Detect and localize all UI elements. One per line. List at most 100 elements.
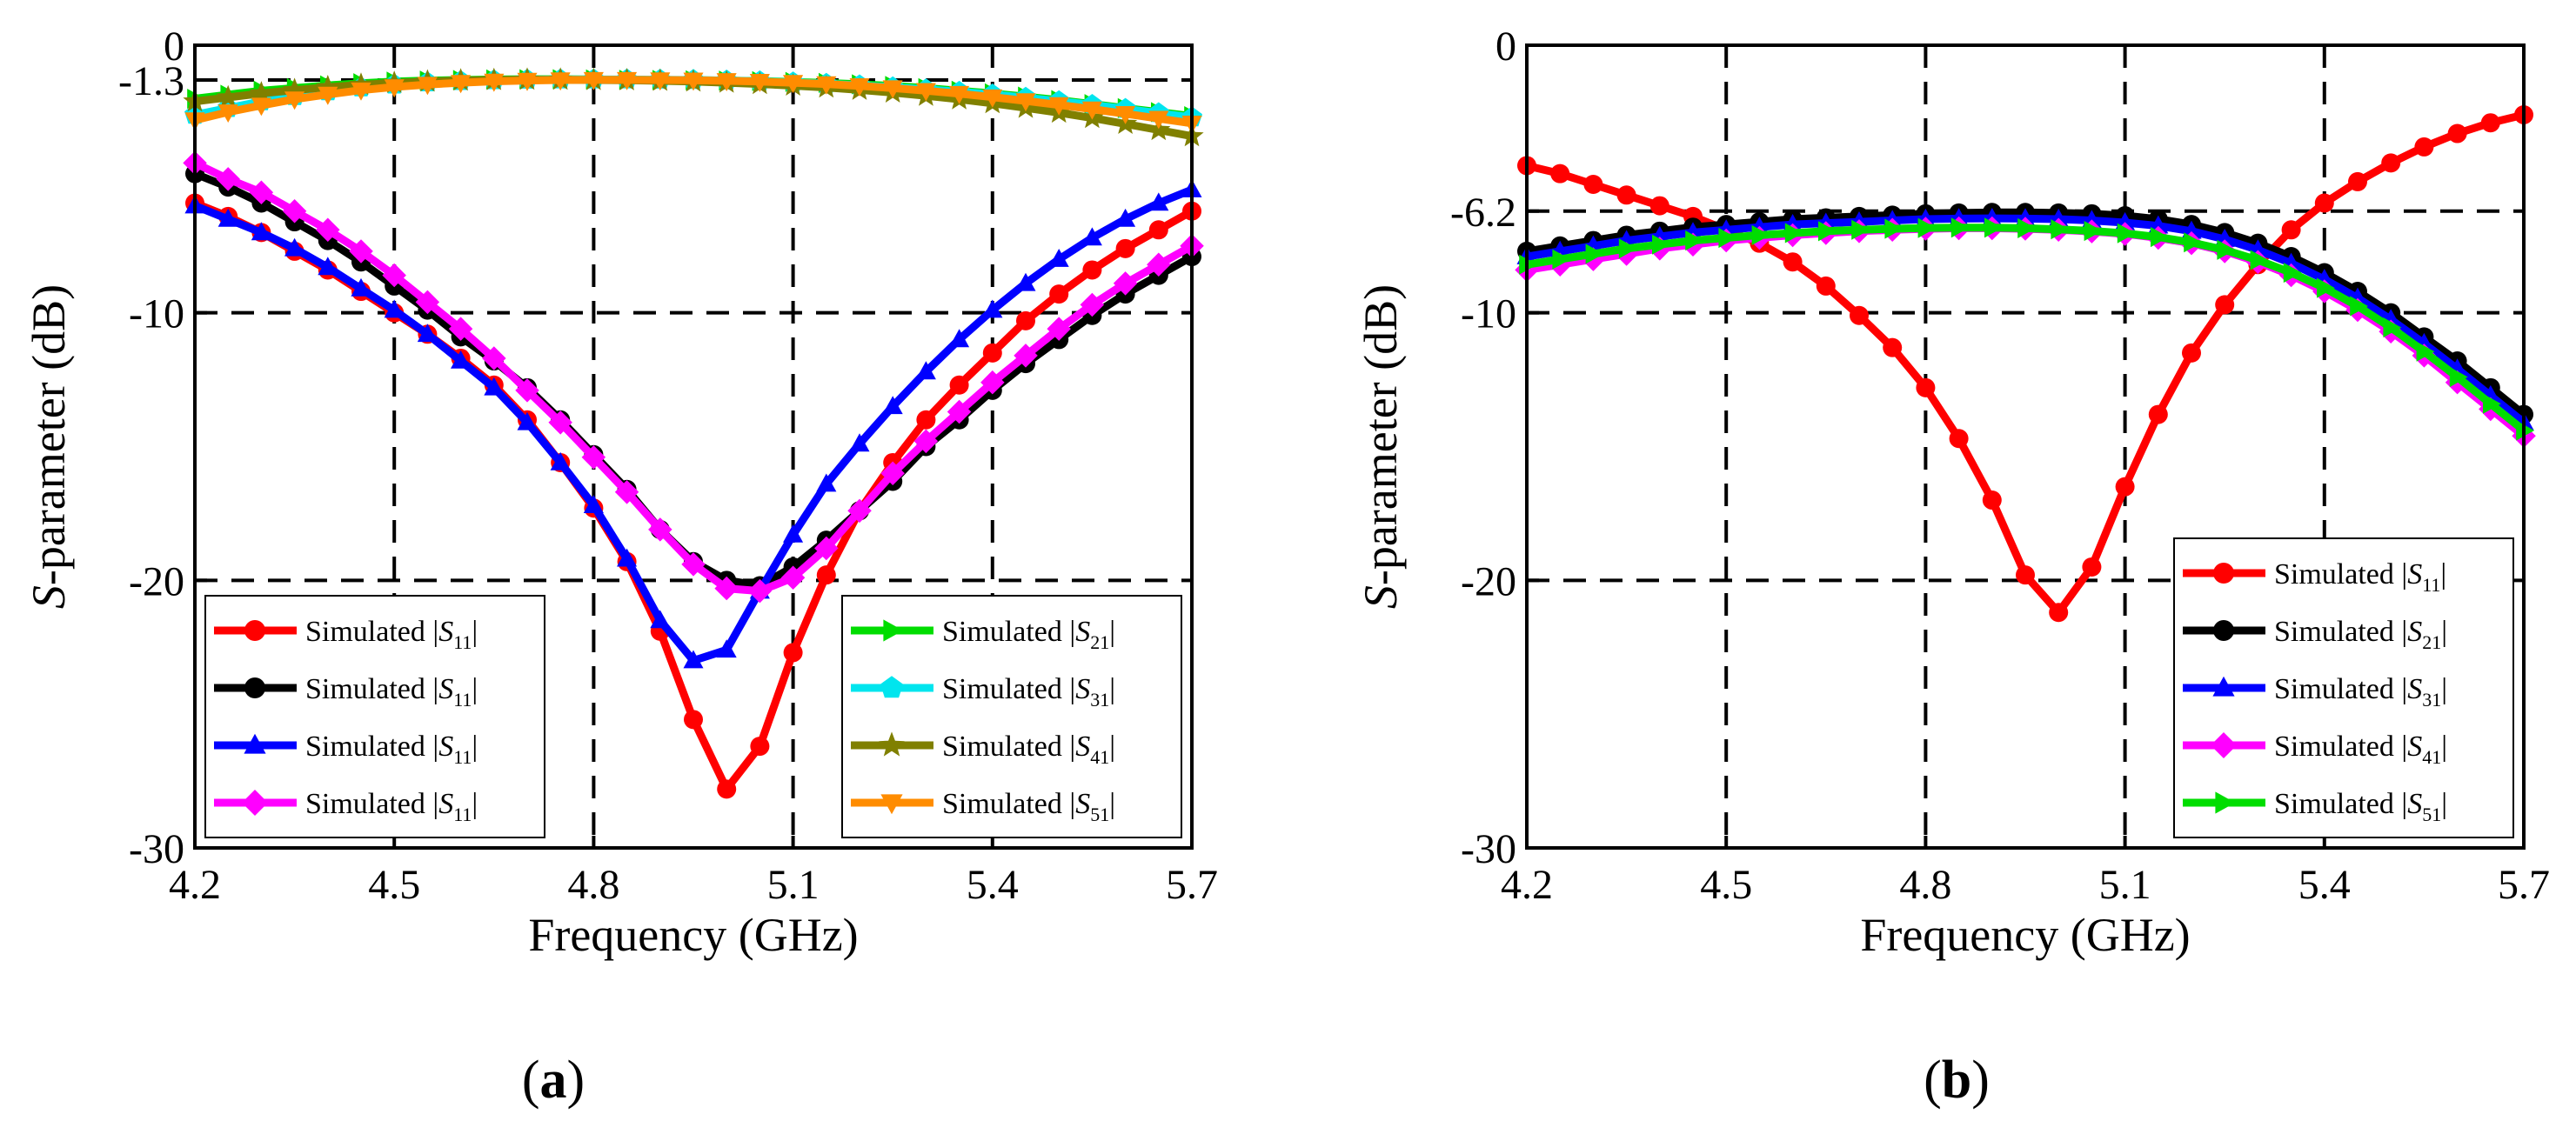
- data-point: [2480, 113, 2500, 133]
- x-tick-label: 5.7: [1166, 862, 1218, 908]
- legend-label-suffix: |: [1109, 673, 1115, 705]
- data-point: [384, 299, 405, 318]
- data-point: [716, 73, 737, 91]
- legend-label-symbol: S: [438, 616, 453, 648]
- legend-label-suffix: |: [2440, 558, 2446, 591]
- legend-label: Simulated |S11|: [305, 788, 478, 825]
- legend-entry: Simulated |S21|: [851, 616, 1115, 653]
- data-point: [2182, 343, 2201, 363]
- legend-label-symbol: S: [2407, 788, 2422, 820]
- data-point: [1082, 260, 1102, 280]
- panel-b: 4.2 4.5 4.8 5.1 5.4 5.7 -30 -20 -10 -6.2 0 Frequenc…: [1355, 23, 2550, 961]
- legend-marker: [2215, 791, 2236, 814]
- legend-marker: [2211, 732, 2237, 758]
- legend-label-symbol: S: [1075, 731, 1090, 763]
- legend-marker: [242, 790, 268, 816]
- x-tick-label: 4.5: [368, 862, 420, 908]
- y-tick-label: -20: [129, 558, 184, 604]
- series-line: [1526, 224, 2526, 434]
- legend-label-prefix: Simulated |: [942, 788, 1075, 820]
- legend-entry: Simulated |S51|: [851, 788, 1115, 825]
- legend-marker: [879, 731, 905, 757]
- data-point: [949, 85, 970, 104]
- x-axis-label: Frequency (GHz): [528, 909, 858, 961]
- data-point: [417, 77, 438, 96]
- legend-label-subscript: 11: [453, 746, 472, 768]
- data-point: [2281, 220, 2301, 240]
- data-point: [2416, 341, 2435, 362]
- data-point: [1115, 106, 1136, 124]
- data-point: [1014, 344, 1038, 368]
- legend-label: Simulated |S11|: [305, 731, 478, 768]
- data-point: [2151, 227, 2169, 248]
- legend-entry: Simulated |S41|: [2183, 731, 2447, 768]
- data-point: [648, 517, 672, 542]
- legend-label-subscript: 31: [1090, 689, 1109, 711]
- legend-entry: Simulated |S31|: [2183, 673, 2447, 711]
- data-point: [1784, 223, 1803, 244]
- data-point: [617, 71, 638, 90]
- data-point: [284, 91, 305, 110]
- legend-entry: Simulated |S11|: [214, 731, 478, 768]
- data-point: [783, 524, 804, 543]
- data-point: [1148, 220, 1168, 240]
- legend-label: Simulated |S31|: [942, 673, 1115, 711]
- legend-label-symbol: S: [1075, 788, 1090, 820]
- legend-label-symbol: S: [2407, 731, 2422, 763]
- data-point: [814, 536, 839, 561]
- data-point: [980, 370, 1005, 395]
- data-point: [2217, 239, 2236, 260]
- legend-label-symbol: S: [2407, 558, 2422, 591]
- legend-marker: [2213, 563, 2234, 584]
- data-point: [780, 565, 806, 590]
- legend-label-prefix: Simulated |: [2274, 558, 2407, 591]
- data-point: [949, 329, 970, 348]
- series-line: [193, 170, 1194, 590]
- x-tick-label: 5.1: [2099, 862, 2151, 908]
- data-point: [415, 290, 440, 315]
- data-point: [1115, 208, 1136, 227]
- legend-label-subscript: 41: [2422, 746, 2441, 768]
- legend-label: Simulated |S51|: [942, 788, 1115, 825]
- data-point: [316, 217, 340, 242]
- legend: Simulated |S21|Simulated |S31|Simulated …: [841, 595, 1182, 838]
- legend-label-prefix: Simulated |: [942, 616, 1075, 648]
- legend-label-symbol: S: [438, 731, 453, 763]
- data-point: [550, 451, 571, 470]
- data-point: [2250, 250, 2269, 270]
- data-point: [749, 74, 770, 92]
- series-41: [1515, 216, 2536, 448]
- data-point: [681, 552, 706, 577]
- data-point: [683, 72, 704, 91]
- y-tick-label: -1.3: [118, 58, 184, 104]
- data-point: [318, 257, 338, 276]
- data-point: [451, 75, 472, 94]
- legend-label-prefix: Simulated |: [2274, 616, 2407, 648]
- legend-label-symbol: S: [2407, 616, 2422, 648]
- data-point: [982, 89, 1003, 108]
- data-point: [2215, 295, 2235, 315]
- legend-label-suffix: |: [1109, 731, 1115, 763]
- x-tick-label: 4.8: [1899, 862, 1951, 908]
- data-point: [1115, 238, 1135, 258]
- data-point: [548, 410, 572, 435]
- data-point: [1550, 163, 1570, 183]
- data-point: [982, 343, 1002, 363]
- legend-label-suffix: |: [472, 731, 478, 763]
- legend-label-prefix: Simulated |: [942, 731, 1075, 763]
- data-point: [448, 317, 473, 341]
- y-tick-label: -20: [1461, 558, 1516, 604]
- x-tick-label: 4.5: [1700, 862, 1752, 908]
- data-point: [750, 737, 770, 757]
- legend-entry: Simulated |S41|: [851, 731, 1115, 768]
- data-point: [882, 80, 903, 99]
- legend: Simulated |S11|Simulated |S11|Simulated …: [204, 595, 545, 838]
- data-point: [2381, 153, 2401, 173]
- series-11: [184, 179, 1202, 669]
- legend-label-suffix: |: [1109, 616, 1115, 648]
- legend-label-subscript: 31: [2422, 689, 2441, 711]
- legend-label-subscript: 51: [2422, 804, 2441, 825]
- data-point: [1081, 101, 1102, 120]
- x-tick-label: 4.2: [169, 862, 221, 908]
